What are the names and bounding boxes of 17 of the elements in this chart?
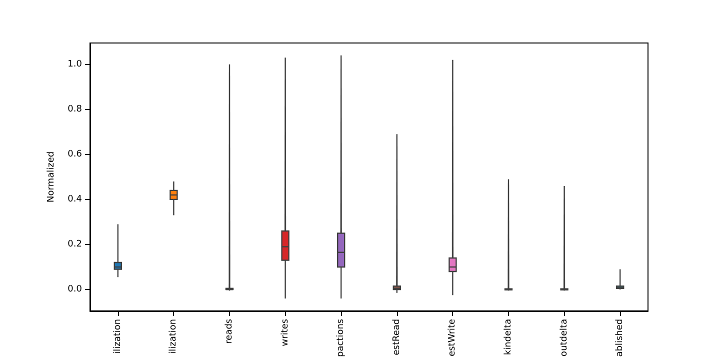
x-tick-label: estWrite [448, 318, 458, 356]
x-tick-label: ilization [112, 318, 123, 354]
y-tick-label: 0.8 [68, 104, 82, 114]
y-tick-label: 0.4 [68, 194, 82, 204]
x-tick-label: reads [224, 318, 234, 344]
y-tick-label: 0.0 [68, 284, 82, 295]
x-tick-label: ilization [168, 318, 179, 354]
y-tick-label: 1.0 [68, 59, 82, 70]
x-tick-label: ablished [615, 318, 626, 357]
y-tick-label: 0.2 [68, 239, 82, 250]
x-tick-label: pactions [336, 318, 346, 358]
x-tick-label: kindelta [504, 318, 514, 356]
x-tick-label: writes [280, 318, 290, 346]
x-tick-label: outdelta [559, 318, 570, 356]
y-axis-title: Normalized [46, 151, 56, 202]
y-tick-label: 0.6 [68, 149, 82, 160]
x-tick-label: estRead [392, 318, 402, 356]
